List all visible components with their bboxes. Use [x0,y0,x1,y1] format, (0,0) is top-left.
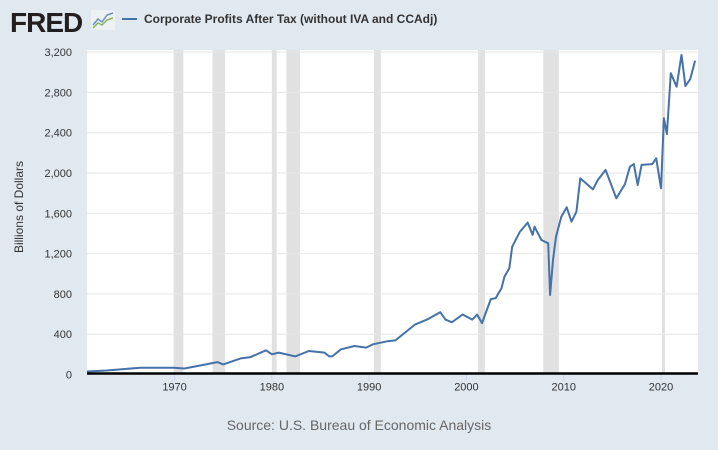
recession-bar [478,50,485,375]
x-tick-label: 2010 [551,382,575,394]
recession-bar [374,50,381,375]
y-tick-label: 0 [66,370,72,382]
recession-bar [271,50,277,375]
recession-bar [173,50,184,375]
recession-bar [212,50,226,375]
x-tick-label: 1990 [357,382,381,394]
recession-bar [662,50,666,375]
legend-swatch [122,18,137,20]
y-tick-label: 400 [54,329,72,341]
fred-logo[interactable]: FRED [10,7,83,38]
line-chart-icon [91,10,115,30]
recession-bar [286,50,301,375]
recession-bar [543,50,559,375]
legend-label: Corporate Profits After Tax (without IVA… [144,12,438,26]
plot-area [87,50,698,375]
y-tick-label: 800 [54,289,72,301]
y-tick-label: 2,400 [44,128,72,140]
y-tick-label: 2,000 [44,168,72,180]
y-tick-label: 1,200 [44,249,72,261]
y-tick-label: 3,200 [44,47,72,59]
series-line [86,53,697,373]
x-tick-label: 2000 [454,382,478,394]
y-tick-label: 2,800 [44,87,72,99]
x-tick-label: 1980 [260,382,284,394]
y-tick-label: 1,600 [44,208,72,220]
chart: 0 400 800 1,200 1,600 2,000 2,400 2,800 3,200 197… [44,47,698,394]
source-note: Source: U.S. Bureau of Economic Analysis [226,417,492,433]
x-tick-label: 2020 [649,382,673,394]
legend: Corporate Profits After Tax (without IVA… [122,12,437,26]
x-tick-label: 1970 [162,382,186,394]
